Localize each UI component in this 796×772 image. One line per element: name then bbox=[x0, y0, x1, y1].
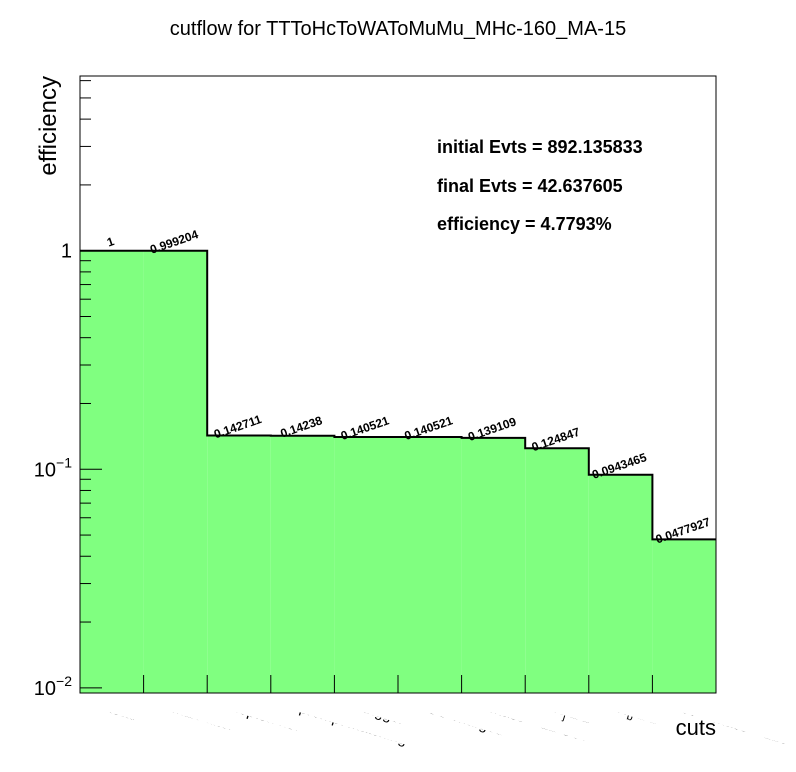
bars-layer bbox=[80, 250, 716, 693]
category-label-4: trigger bbox=[361, 700, 407, 729]
bar-0 bbox=[80, 250, 144, 693]
category-label-5: OS charged bbox=[425, 700, 507, 740]
category-label-2: lepton no. bbox=[234, 700, 302, 736]
y-tick-label: 10−1 bbox=[34, 454, 72, 481]
bar-6 bbox=[461, 437, 526, 693]
histogram-step-line bbox=[80, 249, 716, 541]
y-axis-label: efficiency bbox=[35, 76, 62, 176]
initial-events-text: initial Evts = 892.135833 bbox=[437, 137, 643, 157]
y-tick-label: 1 bbox=[61, 241, 72, 263]
info-box: initial Evts = 892.135833 final Evts = 4… bbox=[437, 137, 643, 234]
histogram-outline bbox=[80, 249, 716, 541]
category-label-7: Nj ≥ 2 bbox=[551, 700, 593, 730]
bar-3 bbox=[270, 435, 335, 693]
category-label-0: total bbox=[107, 700, 139, 725]
bar-4 bbox=[334, 436, 398, 693]
x-axis-label: cuts bbox=[676, 715, 716, 740]
final-events-text: final Evts = 42.637605 bbox=[437, 176, 623, 196]
y-axis-ticks: 1 10−1 10−2 bbox=[34, 80, 102, 700]
efficiency-text: efficiency = 4.7793% bbox=[437, 214, 612, 234]
y-tick-label: 10−2 bbox=[34, 673, 72, 700]
bar-7 bbox=[525, 448, 589, 693]
x-axis-ticks bbox=[143, 675, 653, 693]
bar-5 bbox=[398, 436, 462, 693]
bar-2 bbox=[207, 435, 271, 693]
category-label-8: Nb ≥ 1 bbox=[615, 700, 661, 731]
bar-8 bbox=[588, 474, 653, 693]
value-label-0: 1 bbox=[105, 234, 116, 250]
bar-9 bbox=[652, 539, 716, 693]
category-label-1: MET filter bbox=[170, 700, 236, 735]
bar-1 bbox=[143, 250, 208, 693]
chart-title: cutflow for TTToHcToWAToMuMu_MHc-160_MA-… bbox=[170, 18, 626, 40]
